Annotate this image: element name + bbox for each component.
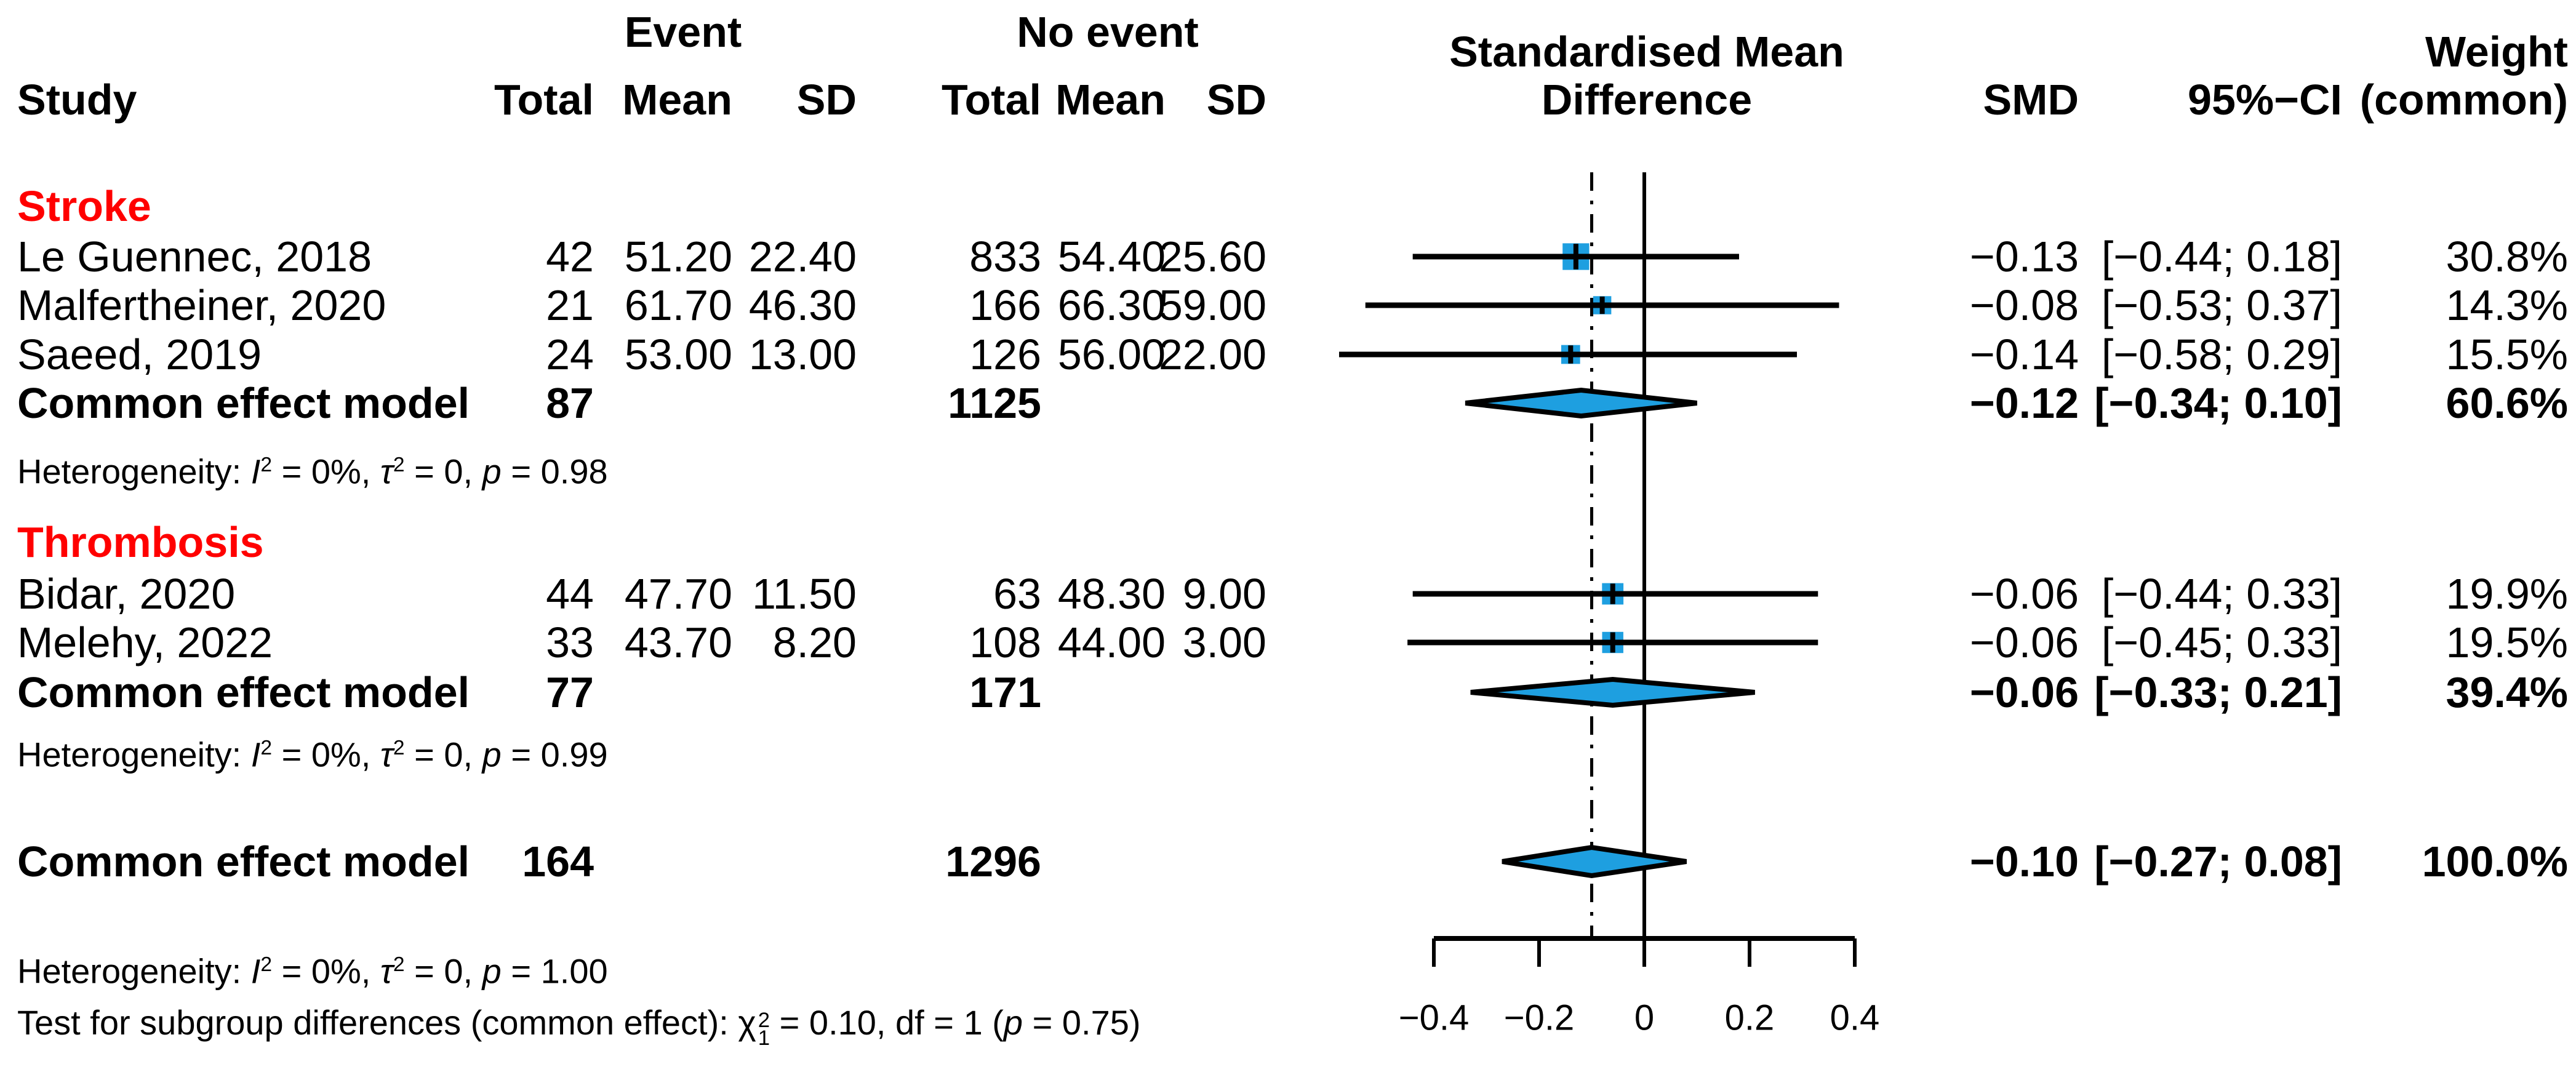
col-ne-total: Total — [941, 76, 1041, 124]
cell-ev-sd: 22.40 — [748, 233, 857, 281]
cell-ev-mean: 61.70 — [624, 281, 732, 329]
col-weight-line2: (common) — [2359, 76, 2568, 124]
cell-ev-total: 21 — [546, 281, 594, 329]
cell-ne-sd: 25.60 — [1158, 233, 1266, 281]
cell-ne-mean: 48.30 — [1057, 570, 1166, 618]
col-ev-total: Total — [494, 76, 594, 124]
cell-ne-total: 166 — [969, 281, 1041, 329]
cell-ne-total: 833 — [969, 233, 1041, 281]
cell-ev-sd: 13.00 — [748, 330, 857, 378]
cell-ev-total: 33 — [546, 618, 594, 666]
col-ev-mean: Mean — [622, 76, 732, 124]
cell-ne-mean: 44.00 — [1057, 618, 1166, 666]
cell-smd: −0.06 — [1969, 668, 2079, 716]
cell-smd: −0.08 — [1969, 281, 2079, 329]
cell-ci: [−0.44; 0.18] — [2101, 233, 2342, 281]
cell-ev-mean: 51.20 — [624, 233, 732, 281]
cell-ci: [−0.44; 0.33] — [2101, 570, 2342, 618]
cell-smd: −0.10 — [1969, 838, 2079, 886]
col-weight-line1: Weight — [2425, 28, 2568, 76]
col-group-event: Event — [624, 8, 742, 56]
cell-ne-mean: 66.30 — [1057, 281, 1166, 329]
cell-ci: [−0.33; 0.21] — [2094, 668, 2342, 716]
cell-weight: 19.9% — [2446, 570, 2568, 618]
cell-ev-total: 87 — [546, 379, 594, 427]
cell-ne-total: 126 — [969, 330, 1041, 378]
chi-symbol: χ — [738, 1003, 756, 1042]
heterogeneity-note-thrombosis: Heterogeneity: I2 = 0%, τ2 = 0, p = 0.99 — [17, 735, 608, 774]
cell-smd: −0.12 — [1969, 379, 2079, 427]
cell-weight: 39.4% — [2446, 668, 2568, 716]
study-name: Melehy, 2022 — [17, 618, 273, 666]
cell-ci: [−0.53; 0.37] — [2101, 281, 2342, 329]
cell-weight: 15.5% — [2446, 330, 2568, 378]
pooled-label: Common effect model — [17, 838, 470, 886]
subgroup-label-thrombosis: Thrombosis — [17, 518, 264, 566]
forest-markers — [1339, 172, 1857, 967]
study-name: Malfertheiner, 2020 — [17, 281, 386, 329]
cell-ev-total: 24 — [546, 330, 594, 378]
cell-smd: −0.06 — [1969, 570, 2079, 618]
cell-ne-mean: 54.40 — [1057, 233, 1166, 281]
subgroup-test-note: Test for subgroup differences (common ef… — [17, 1003, 1141, 1050]
cell-ev-total: 44 — [546, 570, 594, 618]
cell-ne-sd: 22.00 — [1158, 330, 1266, 378]
cell-ev-sd: 8.20 — [772, 618, 857, 666]
cell-ne-total: 171 — [969, 668, 1041, 716]
cell-ne-total: 63 — [993, 570, 1041, 618]
col-ev-sd: SD — [796, 76, 857, 124]
cell-ev-mean: 53.00 — [624, 330, 732, 378]
cell-ev-mean: 47.70 — [624, 570, 732, 618]
cell-ne-total: 108 — [969, 618, 1041, 666]
pooled-label: Common effect model — [17, 668, 470, 716]
axis-tick-label: −0.2 — [1503, 998, 1575, 1038]
subgroup-label-stroke: Stroke — [17, 182, 151, 230]
cell-ev-total: 77 — [546, 668, 594, 716]
cell-ci: [−0.34; 0.10] — [2094, 379, 2342, 427]
heterogeneity-note-stroke: Heterogeneity: I2 = 0%, τ2 = 0, p = 0.98 — [17, 452, 608, 491]
cell-ne-sd: 3.00 — [1182, 618, 1266, 666]
col-study: Study — [17, 76, 137, 124]
cell-ev-mean: 43.70 — [624, 618, 732, 666]
axis-tick-label: 0.2 — [1724, 998, 1775, 1038]
col-group-no-event: No event — [1017, 8, 1199, 56]
axis-tick-label: 0.4 — [1830, 998, 1880, 1038]
cell-ci: [−0.27; 0.08] — [2094, 838, 2342, 886]
cell-ne-sd: 59.00 — [1158, 281, 1266, 329]
cell-weight: 60.6% — [2446, 379, 2568, 427]
col-ne-mean: Mean — [1055, 76, 1166, 124]
cell-ev-sd: 46.30 — [748, 281, 857, 329]
cell-weight: 19.5% — [2446, 618, 2568, 666]
cell-weight: 100.0% — [2422, 838, 2568, 886]
cell-ne-total: 1125 — [948, 379, 1041, 427]
col-smd-line1: Standardised Mean — [1449, 28, 1844, 76]
cell-ne-sd: 9.00 — [1182, 570, 1266, 618]
heterogeneity-note-overall: Heterogeneity: I2 = 0%, τ2 = 0, p = 1.00 — [17, 951, 608, 991]
cell-ci: [−0.58; 0.29] — [2101, 330, 2342, 378]
cell-ev-total: 164 — [522, 838, 594, 886]
cell-ev-total: 42 — [546, 233, 594, 281]
pooled-label: Common effect model — [17, 379, 470, 427]
col-ci: 95%−CI — [2188, 76, 2342, 124]
axis-tick-label: 0 — [1634, 998, 1655, 1038]
axis-tick-label: −0.4 — [1398, 998, 1470, 1038]
cell-weight: 30.8% — [2446, 233, 2568, 281]
cell-ci: [−0.45; 0.33] — [2101, 618, 2342, 666]
cell-smd: −0.14 — [1969, 330, 2079, 378]
col-smd-line2: Difference — [1541, 76, 1753, 124]
cell-smd: −0.13 — [1969, 233, 2079, 281]
cell-smd: −0.06 — [1969, 618, 2079, 666]
cell-ev-sd: 11.50 — [752, 570, 857, 618]
cell-ne-total: 1296 — [945, 838, 1041, 886]
cell-ne-mean: 56.00 — [1057, 330, 1166, 378]
study-name: Bidar, 2020 — [17, 570, 236, 618]
col-ne-sd: SD — [1206, 76, 1266, 124]
study-name: Saeed, 2019 — [17, 330, 262, 378]
col-smd: SMD — [1983, 76, 2079, 124]
study-name: Le Guennec, 2018 — [17, 233, 372, 281]
cell-weight: 14.3% — [2446, 281, 2568, 329]
